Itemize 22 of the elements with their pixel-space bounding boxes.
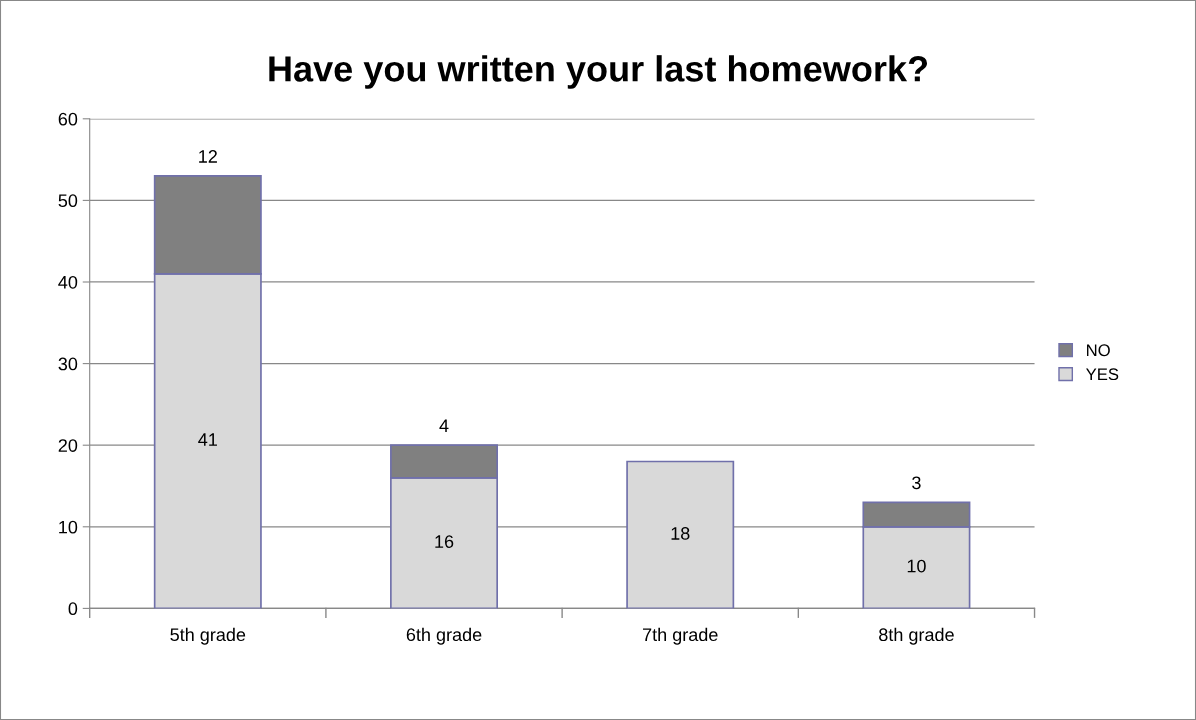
legend-label: YES [1086,368,1119,381]
data-label: 4 [439,419,449,432]
x-tick-label: 8th grade [879,627,954,645]
data-label: 41 [198,433,217,446]
x-tick-label: 5th grade [170,627,246,645]
x-tick-label: 6th grade [406,627,482,645]
x-tick-label: 7th grade [643,627,718,645]
y-tick-label: 30 [58,357,78,371]
legend-label: NO [1087,344,1110,357]
y-tick-label: 20 [58,439,78,452]
data-label: 18 [671,527,690,540]
data-label: 12 [199,150,217,163]
bar [626,460,735,609]
y-tick-label: 50 [58,194,78,208]
data-label: 10 [907,559,926,573]
y-tick-label: 60 [58,112,78,126]
y-tick-label: 0 [68,602,78,616]
y-tick-label: 40 [58,275,78,289]
y-tick-label: 10 [59,520,78,534]
data-label: 16 [435,535,454,548]
chart-title: Have you written your last homework? [269,55,928,89]
data-label: 3 [912,476,921,490]
